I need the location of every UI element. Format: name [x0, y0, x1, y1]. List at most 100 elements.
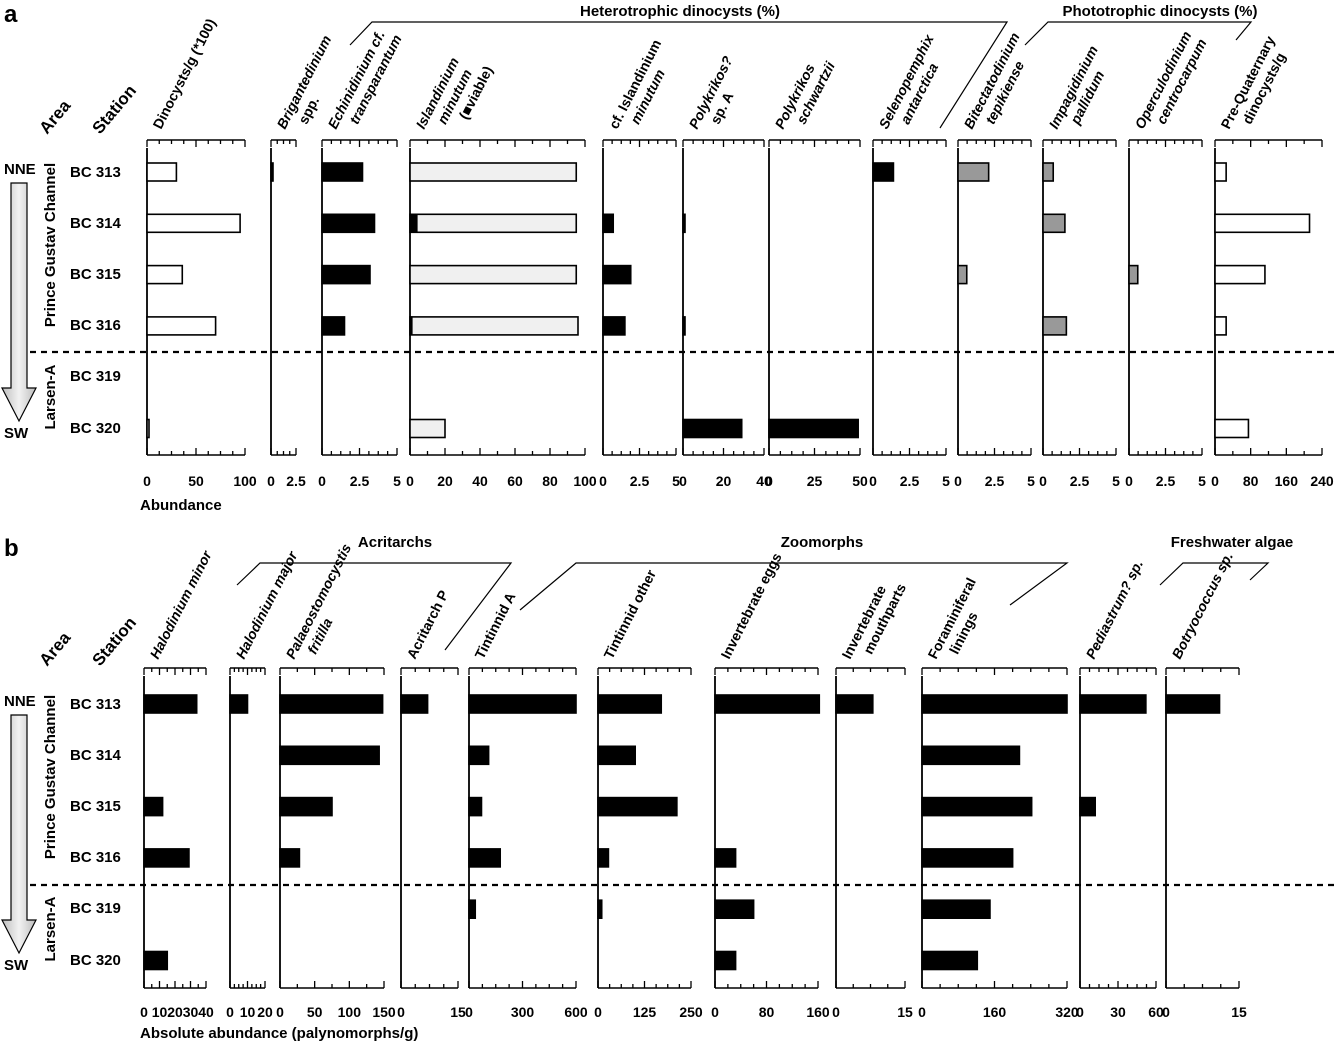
data-bar [921, 899, 991, 920]
tick-label: 60 [1148, 1004, 1164, 1020]
data-bar [279, 848, 301, 868]
chart-column: 0 300 600 Tintinnid A [465, 590, 588, 1020]
group-label: Freshwater algae [1171, 534, 1294, 551]
group-label: Heterotrophic dinocysts (%) [580, 3, 780, 20]
data-bar [714, 950, 737, 971]
tick-label: 0 [599, 473, 607, 489]
data-bar [143, 796, 164, 817]
station-labels: BC 313 BC 314 BC 315 BC 316 BC 319 BC 32… [70, 696, 122, 969]
data-bar [146, 264, 184, 285]
tick-label: 2.5 [900, 473, 920, 489]
station-label: BC 316 [70, 849, 121, 866]
tick-label: 40 [472, 473, 488, 489]
data-bar [468, 899, 477, 920]
data-bar [1214, 213, 1311, 234]
tick-label: 80 [759, 1004, 775, 1020]
group-bracket: Phototrophic dinocysts (%) [1024, 3, 1258, 46]
data-bar [602, 213, 615, 234]
data-bar [921, 950, 979, 971]
tick-label: 30 [183, 1004, 199, 1020]
chart-column: 0 2.5 5 Selenopemphixantarctica [869, 31, 950, 489]
tick-label: 15 [897, 1004, 913, 1020]
tick-label: 15 [1231, 1004, 1247, 1020]
column-title: Halodinium minor [146, 547, 215, 662]
column-title: Polykrikosschwartzii [771, 50, 838, 139]
data-bar [682, 213, 686, 234]
data-bar [146, 418, 150, 439]
area-sw-label: SW [4, 957, 29, 974]
chart-column: 0 2.5 5 Impagidiniumpallidum [1039, 43, 1120, 489]
tick-label: 250 [679, 1004, 703, 1020]
data-bar [143, 694, 198, 714]
column-title-line: Tintinnid other [600, 567, 659, 662]
tick-label: 0 [1076, 1004, 1084, 1020]
tick-label: 50 [307, 1004, 323, 1020]
column-title: Tintinnid A [471, 590, 518, 662]
chart-column: 0 15 Acritarch P [397, 588, 466, 1020]
station-label: BC 319 [70, 900, 121, 917]
data-bar [409, 162, 578, 182]
tick-label: 5 [1027, 473, 1035, 489]
tick-label: 30 [1110, 1004, 1126, 1020]
station-header: Station [89, 613, 141, 669]
data-bar [597, 694, 663, 714]
data-bar [1165, 694, 1221, 714]
station-label: BC 313 [70, 696, 121, 713]
tick-label: 160 [806, 1004, 830, 1020]
tick-label: 40 [756, 473, 772, 489]
tick-label: 2.5 [1156, 473, 1176, 489]
column-title: cf. Islandiniumminutum [605, 37, 679, 139]
data-bar [321, 264, 371, 285]
data-bar [468, 848, 502, 868]
column-title: Foraminiferallinings [924, 575, 994, 669]
data-bar [872, 162, 895, 182]
tick-label: 0 [832, 1004, 840, 1020]
tick-label: 0 [679, 473, 687, 489]
axis-title: Absolute abundance (palynomorphs/g) [140, 1025, 418, 1042]
tick-label: 20 [257, 1004, 273, 1020]
data-bar [146, 213, 241, 234]
tick-label: 0 [465, 1004, 473, 1020]
tick-label: 2.5 [630, 473, 650, 489]
chart-column: 0 160 320 Foraminiferallinings [918, 575, 1079, 1020]
column-title-line: Botryococcus sp. [1168, 549, 1236, 661]
data-bar [682, 316, 686, 336]
column-title-line: Dinocysts/g (*100) [149, 16, 218, 131]
panel-b: b Area Station BC 313 BC 314 BC 315 BC 3… [1, 534, 1337, 1042]
group-label: Phototrophic dinocysts (%) [1063, 3, 1258, 20]
data-bar [279, 745, 380, 766]
area-column: NNE SW Prince Gustav Channel Larsen-A [1, 693, 59, 974]
viable-bar [409, 213, 418, 233]
chart-column: 0 15 Botryococcus sp. [1162, 549, 1247, 1020]
data-bar [143, 848, 190, 868]
data-bar [597, 899, 603, 920]
data-bar [468, 745, 490, 766]
data-bar [602, 264, 632, 285]
tick-label: 5 [1112, 473, 1120, 489]
data-bar [321, 316, 346, 336]
area-nne-label: NNE [4, 693, 36, 710]
column-title: Echinidinium cf.transparantum [324, 24, 404, 139]
group-label: Acritarchs [358, 534, 432, 551]
tick-label: 150 [372, 1004, 396, 1020]
station-header: Station [89, 81, 141, 137]
data-bar [714, 694, 821, 714]
data-bar [279, 694, 384, 714]
data-bar [143, 950, 169, 971]
column-title: Pediastrum? sp. [1082, 557, 1146, 661]
tick-label: 2.5 [286, 473, 306, 489]
column-title: Acritarch P [403, 588, 451, 662]
data-bar [1042, 316, 1068, 336]
data-bar [321, 213, 376, 234]
data-bar [279, 796, 333, 817]
area-header: Area [36, 628, 75, 670]
chart-column: 0 125 250 Tintinnid other [594, 567, 703, 1020]
tick-label: 0 [1125, 473, 1133, 489]
tick-label: 0 [711, 1004, 719, 1020]
data-bar [835, 694, 874, 714]
data-bar [400, 694, 429, 714]
tick-label: 0 [397, 1004, 405, 1020]
chart-column: 0 2.5 5 Operculodiniumcentrocarpum [1125, 28, 1209, 489]
chart-column: 0 20 40 60 80 100 Islandiniumminutum(■viable) [406, 55, 597, 489]
